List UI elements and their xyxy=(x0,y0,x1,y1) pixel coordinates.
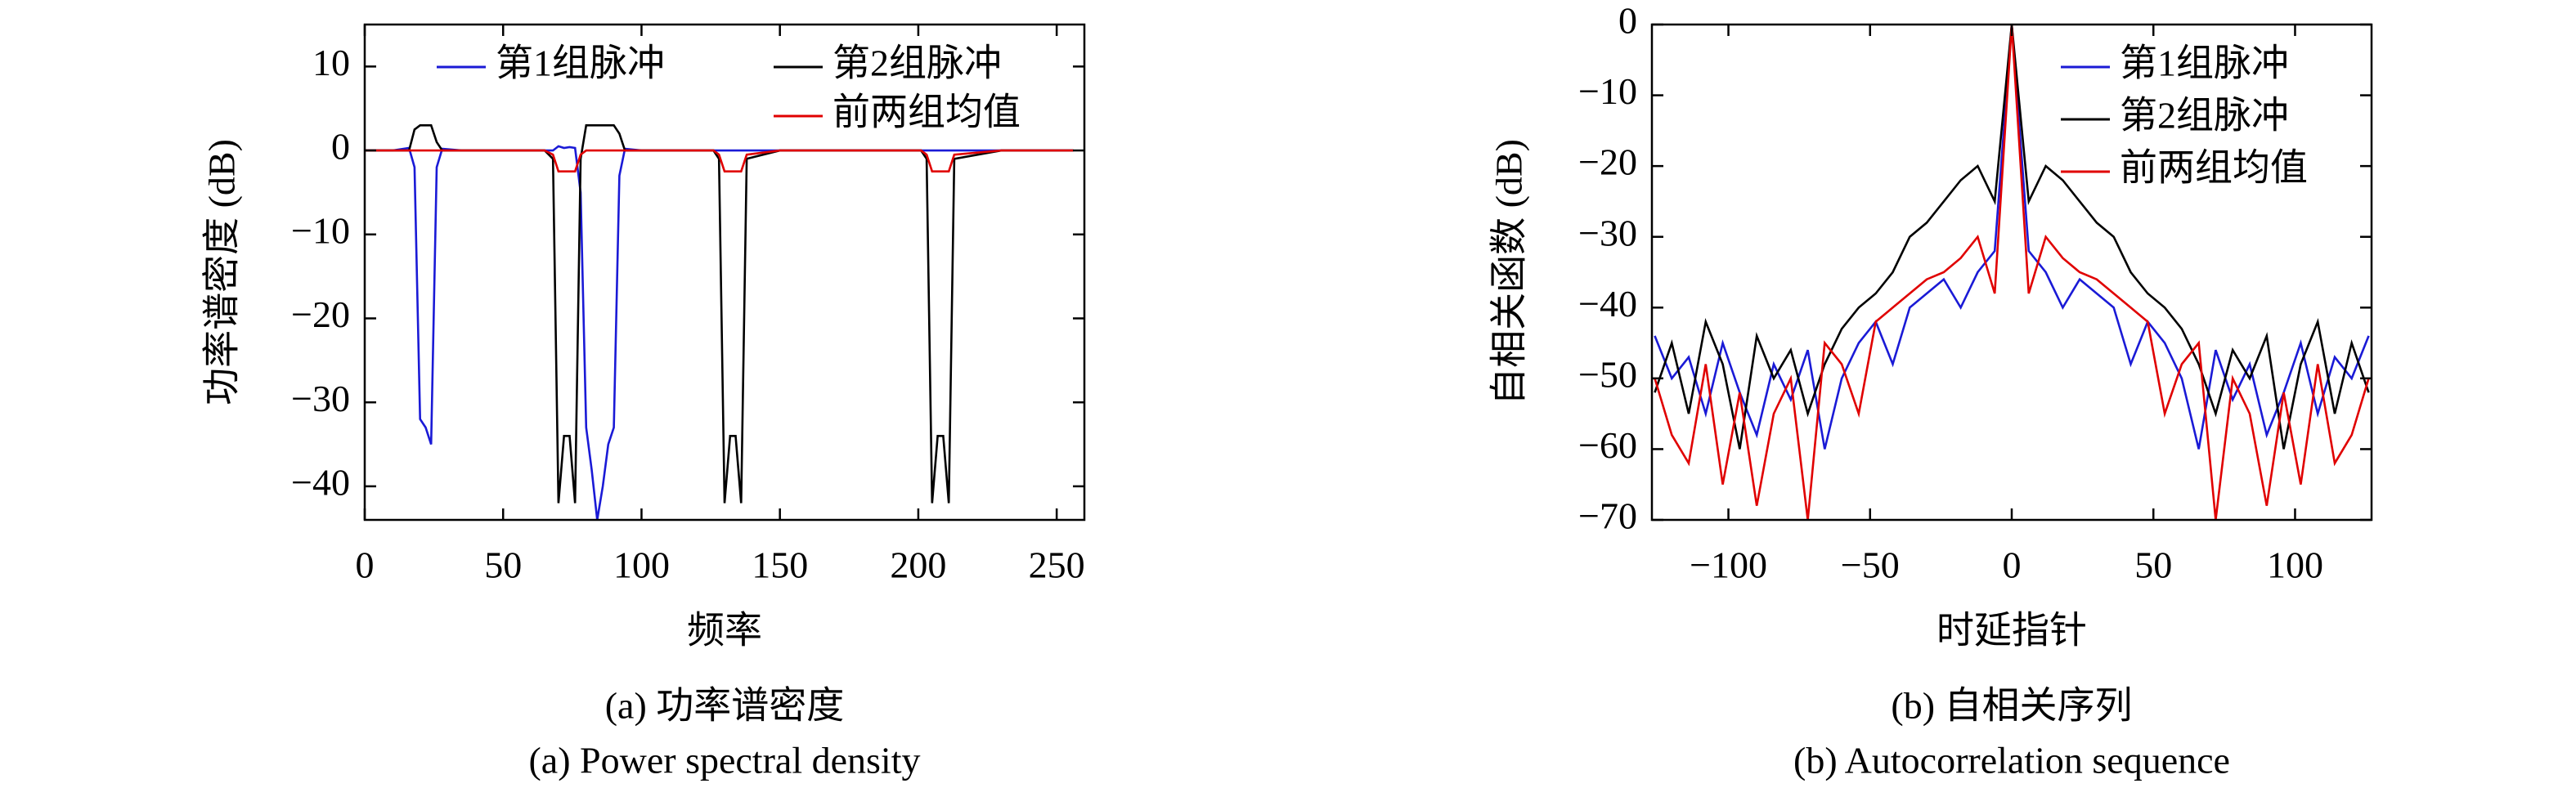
x-tick-label: 150 xyxy=(752,544,808,586)
y-tick-label: −30 xyxy=(1578,212,1637,253)
legend-label: 前两组均值 xyxy=(832,92,1021,133)
legend-label: 第2组脉冲 xyxy=(2120,95,2289,137)
chart: −100 −50 0 50 100−70−60−50−40−30−20−100时延指针自… xyxy=(1488,0,2373,781)
x-tick-label: 0 xyxy=(356,544,375,586)
data-line xyxy=(365,149,1074,172)
x-tick-label: 100 xyxy=(2267,544,2323,586)
y-tick-label: −10 xyxy=(1578,70,1637,112)
x-tick-label: 50 xyxy=(484,544,522,586)
y-tick-label: 10 xyxy=(312,42,350,83)
y-tick-label: −50 xyxy=(1578,353,1637,395)
y-tick-label: −10 xyxy=(291,209,350,251)
legend-label: 前两组均值 xyxy=(2120,147,2308,189)
caption-en: (b) Autocorrelation sequence xyxy=(1793,740,2230,781)
x-axis-label: 频率 xyxy=(687,610,762,651)
y-tick-label: −40 xyxy=(291,461,350,503)
plot-frame xyxy=(363,23,1086,522)
caption: (b) 自相关序列 xyxy=(1891,685,2132,727)
y-axis-label: 功率谱密度 (dB) xyxy=(201,139,243,405)
data-line xyxy=(1654,25,2370,450)
x-tick-label: 0 xyxy=(2003,544,2022,586)
x-tick-label: 200 xyxy=(890,544,946,586)
x-axis-label: 时延指针 xyxy=(1936,610,2087,651)
y-tick-label: −20 xyxy=(291,293,350,335)
x-tick-label: −50 xyxy=(1841,544,1900,586)
data-line xyxy=(1654,25,2370,520)
data-line xyxy=(1654,25,2370,450)
legend-label: 第1组脉冲 xyxy=(496,43,665,84)
legend-label: 第2组脉冲 xyxy=(832,43,1002,84)
data-line xyxy=(365,145,1074,520)
y-tick-label: −30 xyxy=(291,378,350,419)
x-tick-label: −100 xyxy=(1690,544,1767,586)
caption-en: (a) Power spectral density xyxy=(528,740,920,781)
caption: (a) 功率谱密度 xyxy=(605,685,845,727)
legend-label: 第1组脉冲 xyxy=(2120,43,2289,84)
y-tick-label: −60 xyxy=(1578,424,1637,466)
chart: 0 50 100 150 200 250 −40 −30 −20 −10 0 10 频率 功率谱密度 (d… xyxy=(201,23,1086,781)
x-tick-label: 100 xyxy=(613,544,670,586)
x-tick-label: 250 xyxy=(1029,544,1085,586)
x-tick-label: 50 xyxy=(2134,544,2172,586)
data-line xyxy=(365,124,1074,504)
y-axis-label: 自相关函数 (dB) xyxy=(1488,139,1530,405)
y-tick-label: 0 xyxy=(1618,0,1637,42)
y-tick-label: −40 xyxy=(1578,283,1637,325)
y-tick-label: 0 xyxy=(331,126,350,168)
y-tick-label: −70 xyxy=(1578,495,1637,537)
y-tick-label: −20 xyxy=(1578,141,1637,183)
